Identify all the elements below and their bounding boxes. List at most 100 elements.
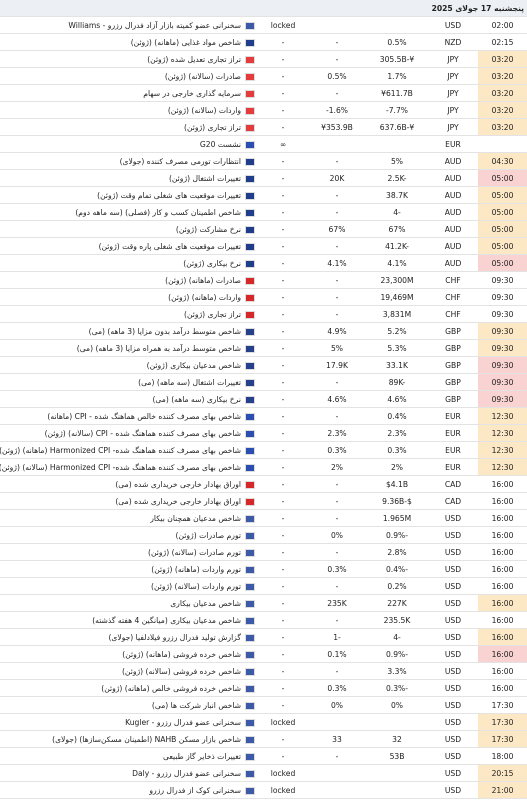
currency-cell: JPY [428, 101, 478, 119]
currency-cell: CHF [428, 305, 478, 323]
actual-text: 305.5B-¥ [379, 54, 415, 64]
flag [245, 429, 255, 438]
time-text: 03:20 [491, 71, 514, 81]
forecast-cell: - [308, 662, 366, 680]
time-text: 12:30 [491, 445, 514, 455]
event-cell: شاخص خرده فروشی (ماهانه) (ژوئن) [0, 645, 258, 663]
actual-cell: 0.4% [366, 407, 428, 425]
event-text: شاخص بهای مصرف کننده هماهنگ شده- Harmoni… [0, 462, 241, 472]
forecast-text: - [335, 581, 339, 591]
event-row: تورم صادرات (ژوئن) - 0% 0.9%- USD 16:00 [0, 526, 527, 544]
time-text: 09:30 [491, 309, 514, 319]
currency-text: GBP [445, 377, 461, 387]
flag [245, 412, 255, 421]
time-cell: 16:00 [478, 543, 527, 561]
currency-cell: AUD [428, 220, 478, 238]
currency-text: EUR [445, 428, 461, 438]
currency-text: USD [444, 615, 462, 625]
header-row: پنجشنبه 17 جولای 2025 [0, 0, 527, 17]
event-row: تغییرات اشتغال (سه ماهه) (می) - - 89K- GBP 09… [0, 373, 527, 391]
event-cell: نشست G20 [0, 135, 258, 153]
currency-cell: AUD [428, 254, 478, 272]
event-row: صادرات (سالانه) (ژوئن) - 0.5% 1.7% JPY 03:20 [0, 67, 527, 85]
time-text: 16:00 [491, 530, 514, 540]
time-cell: 09:30 [478, 373, 527, 391]
event-cell: سرمایه گذاری خارجی در سهام [0, 84, 258, 102]
actual-cell: 53B [366, 747, 428, 765]
time-cell: 16:00 [478, 577, 527, 595]
status-cell: - [258, 152, 308, 170]
flag [245, 395, 255, 404]
flag [245, 55, 255, 64]
status-text: - [281, 734, 285, 744]
time-text: 21:00 [491, 785, 514, 795]
status-cell: - [258, 458, 308, 476]
event-text: تورم واردات (ماهانه) (ژوئن) [151, 564, 241, 574]
actual-cell: 38.7K [366, 186, 428, 204]
time-cell: 05:00 [478, 254, 527, 272]
actual-cell: 0.5% [366, 33, 428, 51]
event-cell: اوراق بهادار خارجی خریداری شده (می) [0, 475, 258, 493]
actual-cell [366, 764, 428, 782]
actual-cell: 637.6B-¥ [366, 118, 428, 136]
currency-cell: AUD [428, 237, 478, 255]
flag [245, 633, 255, 642]
status-cell: locked [258, 781, 308, 799]
forecast-cell: - [308, 611, 366, 629]
status-text: - [281, 632, 285, 642]
status-text: - [281, 377, 285, 387]
event-text: شاخص خرده فروشی (ماهانه) (ژوئن) [122, 649, 241, 659]
forecast-cell: - [308, 305, 366, 323]
flag [245, 684, 255, 693]
actual-text: 19,469M [380, 292, 414, 302]
event-cell: سخنرانی عضو فدرال رزرو - Kugler [0, 713, 258, 731]
actual-text: 67% [388, 224, 406, 234]
forecast-text: - [335, 513, 339, 523]
event-row: نرخ بیکاری (سه ماهه) (می) - 4.6% 4.6% GBP 09:… [0, 390, 527, 408]
flag [245, 667, 255, 676]
currency-text: NZD [444, 37, 462, 47]
time-cell: 02:15 [478, 33, 527, 51]
actual-text: 0.4%- [385, 564, 409, 574]
time-text: 02:00 [491, 20, 514, 30]
status-cell: - [258, 203, 308, 221]
event-row: شاخص متوسط درآمد بدون مزایا (3 ماهه) (می… [0, 322, 527, 340]
status-text: - [281, 173, 285, 183]
event-row: شاخص انبار شرکت ها (می) - 0% 0% USD 17:30 [0, 696, 527, 714]
flag [245, 378, 255, 387]
actual-text: 0.5% [387, 37, 407, 47]
status-cell: - [258, 373, 308, 391]
actual-text: 227K [387, 598, 407, 608]
time-text: 12:30 [491, 428, 514, 438]
forecast-text: - [335, 292, 339, 302]
time-cell: 16:00 [478, 560, 527, 578]
time-cell: 05:00 [478, 169, 527, 187]
currency-text: USD [444, 547, 462, 557]
event-row: تورم واردات (ماهانه) (ژوئن) - 0.3% 0.4%- USD… [0, 560, 527, 578]
event-text: شاخص اطمینان کسب و کار (فصلی) (سه ماهه د… [75, 207, 241, 217]
forecast-cell: 33 [308, 730, 366, 748]
time-cell: 16:00 [478, 492, 527, 510]
time-text: 09:30 [491, 292, 514, 302]
event-text: شاخص متوسط درآمد بدون مزایا (3 ماهه) (می… [88, 326, 241, 336]
actual-text: 0% [390, 700, 404, 710]
event-cell: تراز تجاری (ژوئن) [0, 118, 258, 136]
actual-cell [366, 135, 428, 153]
currency-cell: USD [428, 577, 478, 595]
actual-text: 0.3% [387, 445, 407, 455]
currency-text: USD [444, 530, 462, 540]
currency-text: USD [444, 581, 462, 591]
flag [245, 21, 255, 30]
actual-cell: 2.8% [366, 543, 428, 561]
currency-cell: CAD [428, 492, 478, 510]
time-text: 18:00 [491, 751, 514, 761]
currency-text: USD [444, 564, 462, 574]
flag [245, 446, 255, 455]
forecast-cell [308, 781, 366, 799]
event-cell: تغییرات موقعیت های شغلی پاره وقت (ژوئن) [0, 237, 258, 255]
currency-cell: EUR [428, 458, 478, 476]
currency-text: USD [444, 666, 462, 676]
actual-text: 5.3% [387, 343, 407, 353]
status-text: - [281, 496, 285, 506]
time-text: 16:00 [491, 632, 514, 642]
